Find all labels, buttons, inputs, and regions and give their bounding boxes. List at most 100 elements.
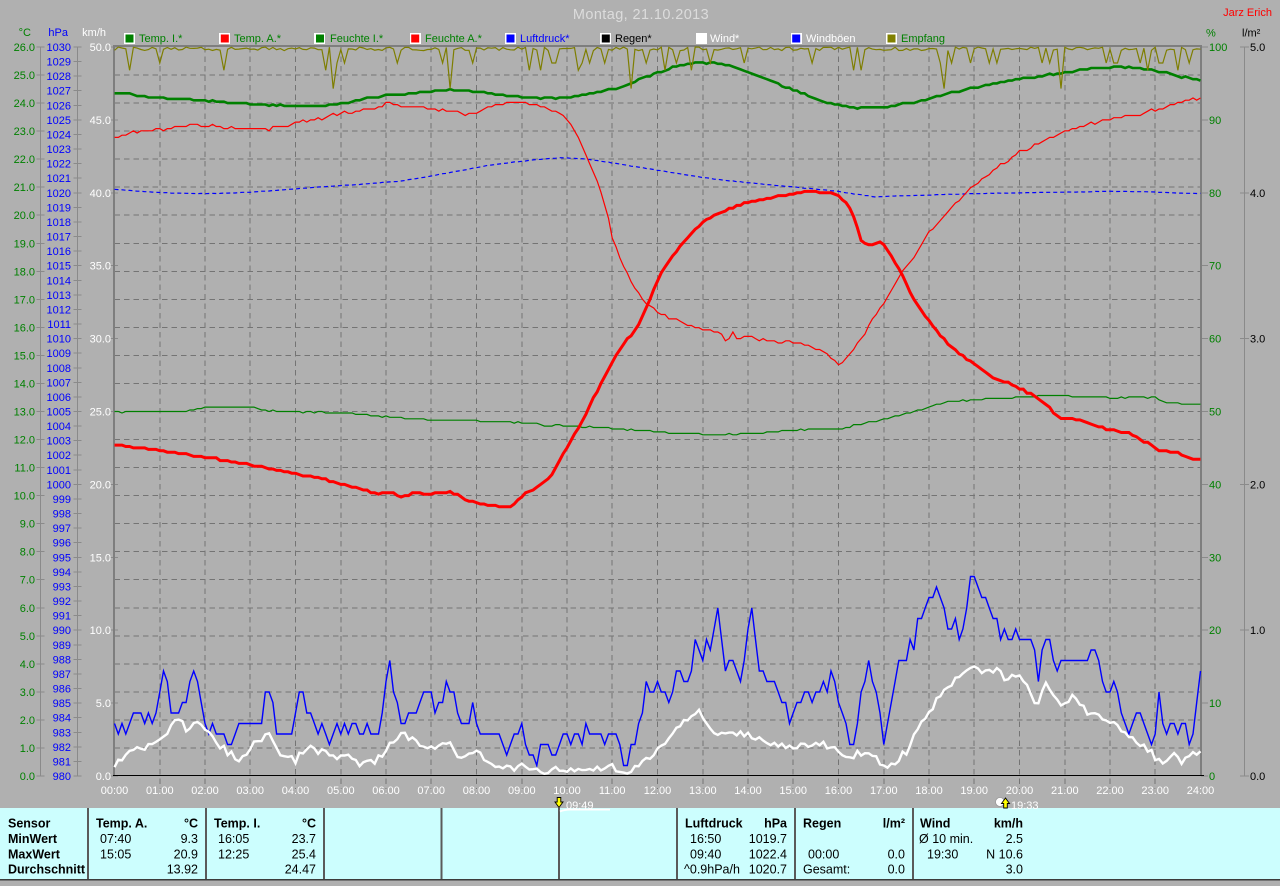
svg-text:1009: 1009 bbox=[47, 348, 71, 360]
svg-text:Jarz Erich: Jarz Erich bbox=[1223, 7, 1272, 19]
svg-text:100: 100 bbox=[1209, 42, 1227, 54]
svg-text:60: 60 bbox=[1209, 334, 1221, 346]
svg-text:1000: 1000 bbox=[47, 479, 71, 491]
svg-text:20:00: 20:00 bbox=[1006, 785, 1034, 797]
svg-text:Regen*: Regen* bbox=[615, 33, 652, 45]
svg-text:09:40: 09:40 bbox=[690, 847, 721, 861]
svg-text:987: 987 bbox=[53, 669, 71, 681]
svg-text:8.0: 8.0 bbox=[20, 547, 35, 559]
svg-text:1012: 1012 bbox=[47, 304, 71, 316]
svg-text:0.0: 0.0 bbox=[888, 847, 905, 861]
svg-text:998: 998 bbox=[53, 509, 71, 521]
svg-text:1016: 1016 bbox=[47, 246, 71, 258]
svg-text:30.0: 30.0 bbox=[90, 334, 111, 346]
svg-text:992: 992 bbox=[53, 596, 71, 608]
svg-text:1004: 1004 bbox=[47, 421, 71, 433]
svg-text:1022.4: 1022.4 bbox=[749, 847, 787, 861]
svg-text:^0.9hPa/h: ^0.9hPa/h bbox=[684, 863, 740, 877]
svg-text:1015: 1015 bbox=[47, 261, 71, 273]
svg-text:16:50: 16:50 bbox=[690, 832, 721, 846]
svg-text:1017: 1017 bbox=[47, 232, 71, 244]
svg-text:5.0: 5.0 bbox=[96, 698, 111, 710]
svg-text:00:00: 00:00 bbox=[101, 785, 129, 797]
svg-text:N 10.6: N 10.6 bbox=[986, 847, 1023, 861]
svg-text:9.0: 9.0 bbox=[20, 519, 35, 531]
svg-text:24:00: 24:00 bbox=[1187, 785, 1215, 797]
svg-text:19:33: 19:33 bbox=[1011, 800, 1039, 812]
svg-text:3.0: 3.0 bbox=[1006, 863, 1023, 877]
svg-text:03:00: 03:00 bbox=[236, 785, 264, 797]
svg-text:10.0: 10.0 bbox=[14, 491, 35, 503]
svg-text:1018: 1018 bbox=[47, 217, 71, 229]
svg-text:1030: 1030 bbox=[47, 42, 71, 54]
svg-text:15:00: 15:00 bbox=[779, 785, 807, 797]
svg-text:07:40: 07:40 bbox=[100, 832, 131, 846]
svg-text:Feuchte A.*: Feuchte A.* bbox=[425, 33, 483, 45]
svg-text:4.0: 4.0 bbox=[20, 659, 35, 671]
svg-text:1001: 1001 bbox=[47, 465, 71, 477]
svg-text:09:49: 09:49 bbox=[566, 800, 594, 812]
svg-text:20.0: 20.0 bbox=[14, 210, 35, 222]
svg-text:989: 989 bbox=[53, 640, 71, 652]
svg-text:02:00: 02:00 bbox=[191, 785, 219, 797]
svg-text:Durchschnitt: Durchschnitt bbox=[8, 863, 86, 877]
svg-text:4.0: 4.0 bbox=[1250, 188, 1265, 200]
svg-text:991: 991 bbox=[53, 611, 71, 623]
svg-text:997: 997 bbox=[53, 523, 71, 535]
svg-text:1023: 1023 bbox=[47, 144, 71, 156]
svg-text:16:05: 16:05 bbox=[218, 832, 249, 846]
svg-text:1006: 1006 bbox=[47, 392, 71, 404]
svg-text:Feuchte I.*: Feuchte I.* bbox=[330, 33, 384, 45]
svg-text:3.0: 3.0 bbox=[20, 687, 35, 699]
svg-text:09:00: 09:00 bbox=[508, 785, 536, 797]
svg-text:985: 985 bbox=[53, 698, 71, 710]
svg-text:Luftdruck*: Luftdruck* bbox=[520, 33, 570, 45]
svg-text:13:00: 13:00 bbox=[689, 785, 717, 797]
svg-text:1.0: 1.0 bbox=[20, 743, 35, 755]
svg-text:19.0: 19.0 bbox=[14, 238, 35, 250]
svg-text:MinWert: MinWert bbox=[8, 832, 58, 846]
svg-text:22:00: 22:00 bbox=[1096, 785, 1124, 797]
svg-text:1007: 1007 bbox=[47, 377, 71, 389]
svg-text:80: 80 bbox=[1209, 188, 1221, 200]
svg-text:Temp. A.: Temp. A. bbox=[96, 817, 147, 831]
svg-text:0.0: 0.0 bbox=[888, 863, 905, 877]
svg-text:23.0: 23.0 bbox=[14, 126, 35, 138]
svg-text:1002: 1002 bbox=[47, 450, 71, 462]
svg-text:25.0: 25.0 bbox=[90, 407, 111, 419]
svg-text:1028: 1028 bbox=[47, 71, 71, 83]
svg-text:19:00: 19:00 bbox=[960, 785, 988, 797]
svg-text:1020.7: 1020.7 bbox=[749, 863, 787, 877]
svg-text:17.0: 17.0 bbox=[14, 294, 35, 306]
svg-text:995: 995 bbox=[53, 552, 71, 564]
svg-text:17:00: 17:00 bbox=[870, 785, 898, 797]
svg-text:12:00: 12:00 bbox=[644, 785, 672, 797]
svg-text:999: 999 bbox=[53, 494, 71, 506]
svg-text:984: 984 bbox=[53, 713, 71, 725]
svg-text:Luftdruck: Luftdruck bbox=[685, 817, 743, 831]
svg-text:1027: 1027 bbox=[47, 86, 71, 98]
svg-text:1.0: 1.0 bbox=[1250, 625, 1265, 637]
svg-text:15.0: 15.0 bbox=[14, 350, 35, 362]
svg-text:21:00: 21:00 bbox=[1051, 785, 1079, 797]
svg-text:19:30: 19:30 bbox=[927, 847, 958, 861]
svg-text:Temp. I.: Temp. I. bbox=[214, 817, 260, 831]
svg-text:5.0: 5.0 bbox=[1250, 42, 1265, 54]
svg-text:13.0: 13.0 bbox=[14, 407, 35, 419]
svg-text:°C: °C bbox=[184, 817, 198, 831]
svg-text:°C: °C bbox=[302, 817, 316, 831]
svg-text:10:00: 10:00 bbox=[553, 785, 581, 797]
svg-text:1011: 1011 bbox=[47, 319, 71, 331]
svg-text:1003: 1003 bbox=[47, 436, 71, 448]
svg-text:5.0: 5.0 bbox=[20, 631, 35, 643]
svg-text:Sensor: Sensor bbox=[8, 817, 51, 831]
svg-text:2.5: 2.5 bbox=[1006, 832, 1023, 846]
svg-text:Temp. A.*: Temp. A.* bbox=[234, 33, 282, 45]
svg-text:1021: 1021 bbox=[47, 173, 71, 185]
svg-text:1029: 1029 bbox=[47, 57, 71, 69]
svg-text:994: 994 bbox=[53, 567, 71, 579]
svg-text:14:00: 14:00 bbox=[734, 785, 762, 797]
svg-text:18:00: 18:00 bbox=[915, 785, 943, 797]
svg-text:14.0: 14.0 bbox=[14, 379, 35, 391]
svg-text:40.0: 40.0 bbox=[90, 188, 111, 200]
